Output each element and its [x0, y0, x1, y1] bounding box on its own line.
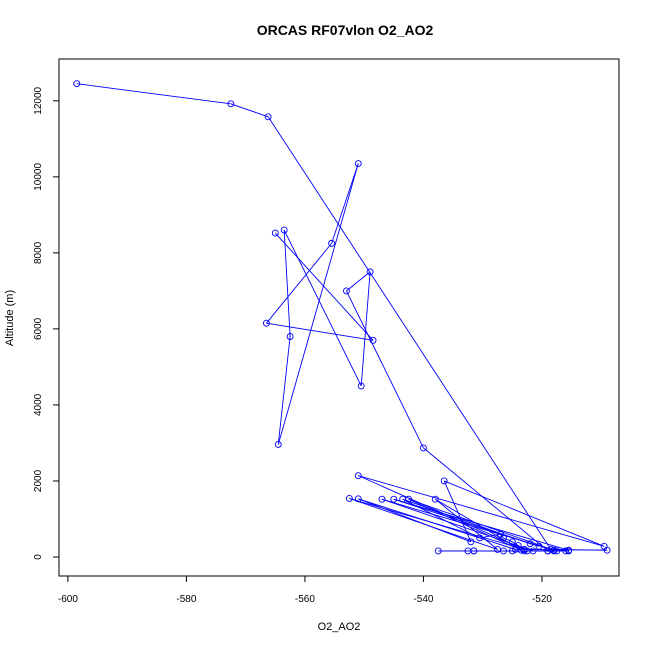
- data-point-marker: [274, 441, 282, 448]
- data-point-marker: [508, 547, 516, 555]
- series-layer: [73, 80, 611, 555]
- series-segment: [283, 230, 291, 337]
- data-point-marker: [600, 542, 608, 550]
- data-point-marker: [328, 239, 336, 247]
- series-segment: [331, 163, 359, 244]
- data-point-marker: [342, 287, 350, 295]
- data-point-marker: [280, 226, 288, 234]
- x-tick-label: -600: [58, 594, 78, 605]
- data-point-marker: [357, 382, 365, 390]
- data-point-marker: [354, 472, 362, 480]
- data-point-marker: [562, 547, 570, 555]
- data-point-marker: [440, 477, 448, 485]
- series-segment: [349, 498, 498, 550]
- data-point-marker: [369, 336, 377, 344]
- series-segment: [503, 537, 513, 543]
- series-segment: [408, 498, 554, 551]
- data-point-marker: [366, 268, 374, 276]
- data-point-marker: [378, 495, 386, 503]
- series-segment: [230, 103, 269, 118]
- series-segment: [274, 232, 374, 341]
- data-point-marker: [390, 495, 398, 503]
- series-segment: [266, 322, 374, 341]
- data-point-marker: [544, 547, 552, 555]
- x-axis: -600 -580 -560 -540 -520: [58, 575, 552, 605]
- y-tick-label: 10000: [33, 163, 44, 191]
- series-segment: [277, 163, 359, 445]
- data-point-marker: [526, 540, 534, 548]
- data-point-marker: [434, 547, 442, 555]
- y-tick-label: 8000: [33, 241, 44, 264]
- series-segment: [358, 475, 605, 547]
- series-segment: [360, 271, 371, 386]
- data-point-marker: [470, 547, 478, 555]
- y-tick-label: 2000: [33, 469, 44, 492]
- series-segment: [346, 290, 424, 449]
- series-segment: [358, 498, 472, 543]
- series-segment: [76, 83, 231, 105]
- y-tick-label: 6000: [33, 317, 44, 340]
- series-segment: [381, 498, 534, 552]
- series-segment: [267, 116, 552, 550]
- y-tick-label: 12000: [33, 86, 44, 114]
- y-tick-label: 0: [33, 554, 44, 560]
- y-axis: 0 2000 4000 6000 8000 10000 12000: [33, 86, 59, 560]
- x-tick-label: -540: [413, 594, 433, 605]
- data-point-marker: [271, 229, 279, 237]
- series-segment: [512, 541, 519, 546]
- data-point-marker: [467, 538, 475, 546]
- series-segment: [349, 498, 525, 550]
- data-point-marker: [497, 530, 504, 538]
- series-segment: [443, 480, 472, 542]
- series-segment: [346, 271, 371, 292]
- data-point-marker: [523, 547, 531, 555]
- data-point-marker: [535, 542, 543, 550]
- y-axis-label: Altitude (m): [4, 290, 16, 346]
- y-tick-label: 4000: [33, 393, 44, 416]
- x-axis-label: O2_AO2: [318, 621, 361, 633]
- x-tick-label: -580: [176, 594, 196, 605]
- plot-frame: [58, 58, 620, 577]
- data-point-marker: [553, 547, 561, 555]
- data-point-marker: [354, 495, 362, 503]
- series-segment: [283, 229, 362, 387]
- x-tick-label: -520: [532, 594, 552, 605]
- data-point-marker: [227, 100, 235, 108]
- series-segment: [444, 480, 605, 547]
- data-point-marker: [73, 80, 81, 88]
- data-point-marker: [499, 547, 507, 555]
- data-point-marker: [345, 495, 353, 502]
- data-point-marker: [476, 534, 484, 542]
- data-point-marker: [405, 495, 413, 503]
- data-point-marker: [419, 444, 427, 452]
- data-point-marker: [264, 113, 272, 121]
- data-point-marker: [508, 538, 516, 546]
- series-segment: [277, 336, 291, 445]
- series-segment: [423, 447, 549, 552]
- data-point-marker: [520, 547, 528, 555]
- series-segment: [381, 498, 554, 551]
- data-point-marker: [286, 333, 294, 340]
- series-segment: [358, 475, 525, 550]
- data-point-marker: [262, 319, 270, 327]
- data-point-marker: [565, 547, 573, 555]
- data-point-marker: [354, 160, 362, 167]
- x-tick-label: -560: [295, 594, 315, 605]
- series-segment: [408, 498, 522, 551]
- chart-title: ORCAS RF07vlon O2_AO2: [257, 22, 434, 38]
- series-segment: [266, 243, 332, 324]
- data-point-marker: [431, 495, 439, 503]
